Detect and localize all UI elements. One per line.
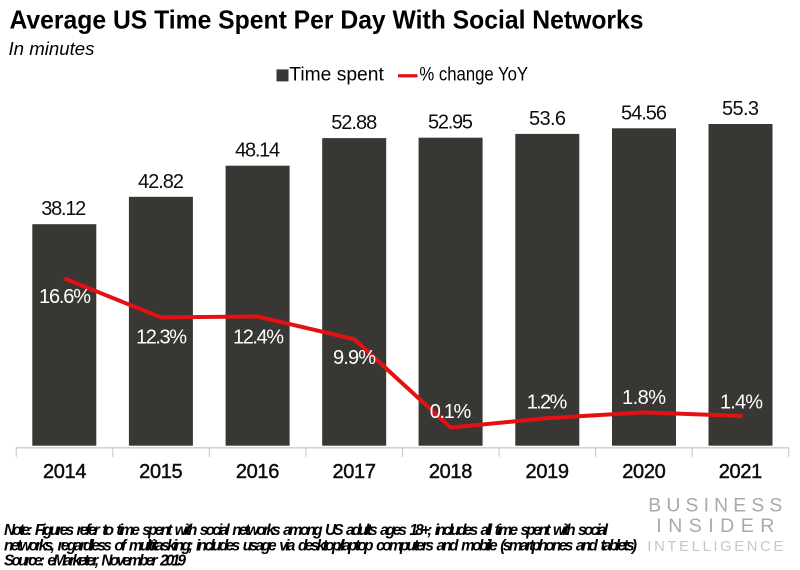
svg-text:2020: 2020 xyxy=(622,461,666,483)
svg-text:2014: 2014 xyxy=(43,461,87,483)
svg-text:1.2%: 1.2% xyxy=(527,391,568,413)
svg-text:networks, regardless of multit: networks, regardless of multitasking; in… xyxy=(4,538,637,555)
svg-text:12.3%: 12.3% xyxy=(136,327,187,349)
svg-text:2016: 2016 xyxy=(236,461,280,483)
svg-text:Source: eMarketer, November 20: Source: eMarketer, November 2019 xyxy=(4,553,186,570)
svg-text:0.1%: 0.1% xyxy=(430,401,472,423)
svg-text:2017: 2017 xyxy=(332,461,376,483)
svg-text:9.9%: 9.9% xyxy=(333,347,376,369)
svg-text:2019: 2019 xyxy=(526,461,570,483)
svg-text:2015: 2015 xyxy=(139,461,183,483)
svg-text:12.4%: 12.4% xyxy=(233,327,284,349)
svg-text:Average US Time Spent Per Day: Average US Time Spent Per Day With Socia… xyxy=(10,7,644,35)
svg-text:In minutes: In minutes xyxy=(9,39,95,59)
svg-text:% change YoY: % change YoY xyxy=(419,65,528,86)
svg-text:1.8%: 1.8% xyxy=(622,387,666,409)
svg-text:2021: 2021 xyxy=(719,461,763,483)
svg-text:48.14: 48.14 xyxy=(235,140,280,162)
svg-text:52.95: 52.95 xyxy=(428,112,473,134)
svg-text:Note: Figures refer to time sp: Note: Figures refer to time spent with s… xyxy=(4,522,609,539)
svg-text:INTELLIGENCE: INTELLIGENCE xyxy=(647,539,783,555)
svg-text:16.6%: 16.6% xyxy=(39,286,91,308)
svg-text:54.56: 54.56 xyxy=(621,102,667,124)
svg-text:53.6: 53.6 xyxy=(529,108,566,130)
svg-text:2018: 2018 xyxy=(429,461,473,483)
svg-text:38.12: 38.12 xyxy=(41,198,86,220)
svg-text:55.3: 55.3 xyxy=(722,98,759,120)
svg-text:BUSINESS: BUSINESS xyxy=(648,495,782,516)
svg-text:1.4%: 1.4% xyxy=(720,392,763,414)
svg-text:Time spent: Time spent xyxy=(289,65,384,86)
svg-text:42.82: 42.82 xyxy=(138,171,184,193)
svg-text:52.88: 52.88 xyxy=(331,112,377,134)
